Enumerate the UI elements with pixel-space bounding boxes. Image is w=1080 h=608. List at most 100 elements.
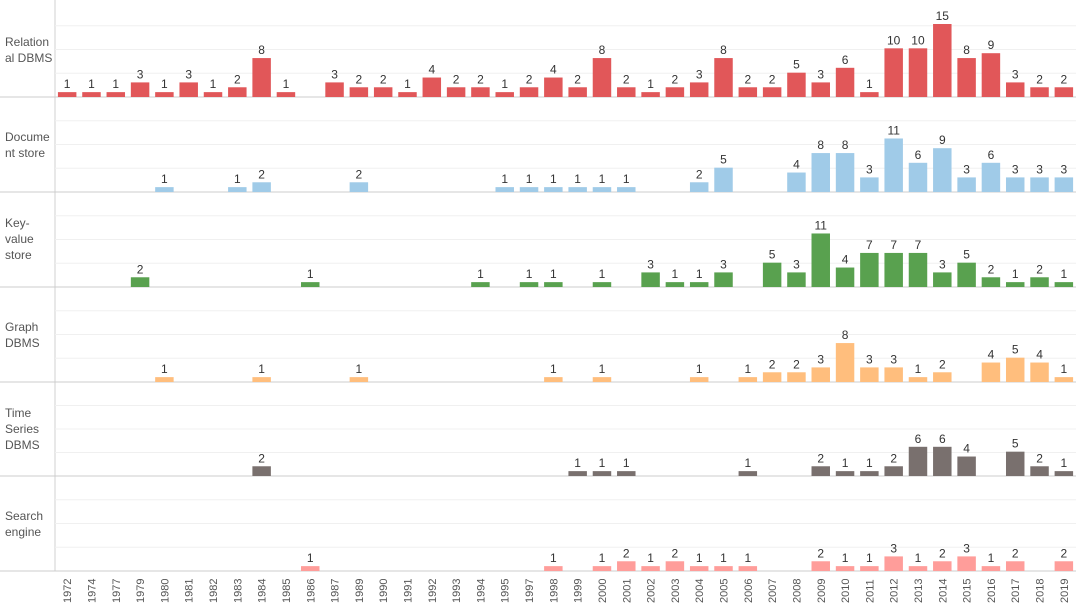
bar[interactable] xyxy=(762,262,782,287)
bar[interactable] xyxy=(592,377,612,382)
bar[interactable] xyxy=(568,87,587,97)
bar[interactable] xyxy=(811,466,830,476)
bar[interactable] xyxy=(981,53,1001,97)
bar[interactable] xyxy=(179,82,198,97)
bar[interactable] xyxy=(957,177,976,192)
bar[interactable] xyxy=(835,471,855,476)
bar[interactable] xyxy=(1005,357,1025,382)
bar[interactable] xyxy=(641,566,660,571)
bar[interactable] xyxy=(738,377,758,382)
bar[interactable] xyxy=(787,172,806,192)
bar[interactable] xyxy=(884,556,903,571)
bar[interactable] xyxy=(252,58,271,97)
bar[interactable] xyxy=(1005,451,1025,476)
bar[interactable] xyxy=(641,272,660,287)
bar[interactable] xyxy=(1005,177,1025,192)
bar[interactable] xyxy=(933,272,952,287)
bar[interactable] xyxy=(884,48,903,97)
bar[interactable] xyxy=(738,87,758,97)
bar[interactable] xyxy=(252,182,271,192)
bar[interactable] xyxy=(835,267,855,287)
bar[interactable] xyxy=(544,187,563,192)
bar[interactable] xyxy=(617,561,636,571)
bar[interactable] xyxy=(1030,277,1049,287)
bar[interactable] xyxy=(762,372,782,382)
bar[interactable] xyxy=(1054,561,1074,571)
bar[interactable] xyxy=(1054,87,1074,97)
bar[interactable] xyxy=(544,566,563,571)
bar[interactable] xyxy=(811,153,830,192)
bar[interactable] xyxy=(787,372,806,382)
bar[interactable] xyxy=(933,446,952,476)
bar[interactable] xyxy=(957,58,976,97)
bar[interactable] xyxy=(981,566,1001,571)
bar[interactable] xyxy=(738,471,758,476)
bar[interactable] xyxy=(981,162,1001,192)
bar[interactable] xyxy=(689,566,709,571)
bar[interactable] xyxy=(738,566,758,571)
bar[interactable] xyxy=(641,92,660,97)
bar[interactable] xyxy=(908,162,928,192)
bar[interactable] xyxy=(228,187,247,192)
bar[interactable] xyxy=(787,272,806,287)
bar[interactable] xyxy=(762,87,782,97)
bar[interactable] xyxy=(617,87,636,97)
bar[interactable] xyxy=(422,77,442,97)
bar[interactable] xyxy=(495,187,514,192)
bar[interactable] xyxy=(592,187,612,192)
bar[interactable] xyxy=(908,377,928,382)
bar[interactable] xyxy=(617,471,636,476)
bar[interactable] xyxy=(592,471,612,476)
bar[interactable] xyxy=(689,82,709,97)
bar[interactable] xyxy=(106,92,126,97)
bar[interactable] xyxy=(835,566,855,571)
bar[interactable] xyxy=(1005,561,1025,571)
bar[interactable] xyxy=(811,233,830,287)
bar[interactable] xyxy=(252,466,271,476)
bar[interactable] xyxy=(471,87,490,97)
bar[interactable] xyxy=(495,92,514,97)
bar[interactable] xyxy=(57,92,77,97)
bar[interactable] xyxy=(933,148,952,192)
bar[interactable] xyxy=(689,282,709,287)
bar[interactable] xyxy=(835,343,855,382)
bar[interactable] xyxy=(860,566,879,571)
bar[interactable] xyxy=(860,471,879,476)
bar[interactable] xyxy=(617,187,636,192)
bar[interactable] xyxy=(301,282,320,287)
bar[interactable] xyxy=(908,446,928,476)
bar[interactable] xyxy=(714,167,733,192)
bar[interactable] xyxy=(1030,87,1049,97)
bar[interactable] xyxy=(860,252,879,287)
bar[interactable] xyxy=(1005,82,1025,97)
bar[interactable] xyxy=(689,182,709,192)
bar[interactable] xyxy=(714,58,733,97)
bar[interactable] xyxy=(860,92,879,97)
bar[interactable] xyxy=(981,277,1001,287)
bar[interactable] xyxy=(860,367,879,382)
bar[interactable] xyxy=(398,92,417,97)
bar[interactable] xyxy=(519,282,539,287)
bar[interactable] xyxy=(860,177,879,192)
bar[interactable] xyxy=(1030,466,1049,476)
bar[interactable] xyxy=(252,377,271,382)
bar[interactable] xyxy=(1054,471,1074,476)
bar[interactable] xyxy=(811,367,830,382)
bar[interactable] xyxy=(544,377,563,382)
bar[interactable] xyxy=(592,58,612,97)
bar[interactable] xyxy=(155,377,174,382)
bar[interactable] xyxy=(228,87,247,97)
bar[interactable] xyxy=(933,24,952,97)
bar[interactable] xyxy=(592,282,612,287)
bar[interactable] xyxy=(957,456,976,476)
bar[interactable] xyxy=(908,48,928,97)
bar[interactable] xyxy=(884,252,903,287)
bar[interactable] xyxy=(301,566,320,571)
bar[interactable] xyxy=(908,566,928,571)
bar[interactable] xyxy=(884,367,903,382)
bar[interactable] xyxy=(811,82,830,97)
bar[interactable] xyxy=(689,377,709,382)
bar[interactable] xyxy=(884,138,903,192)
bar[interactable] xyxy=(130,277,150,287)
bar[interactable] xyxy=(981,362,1001,382)
